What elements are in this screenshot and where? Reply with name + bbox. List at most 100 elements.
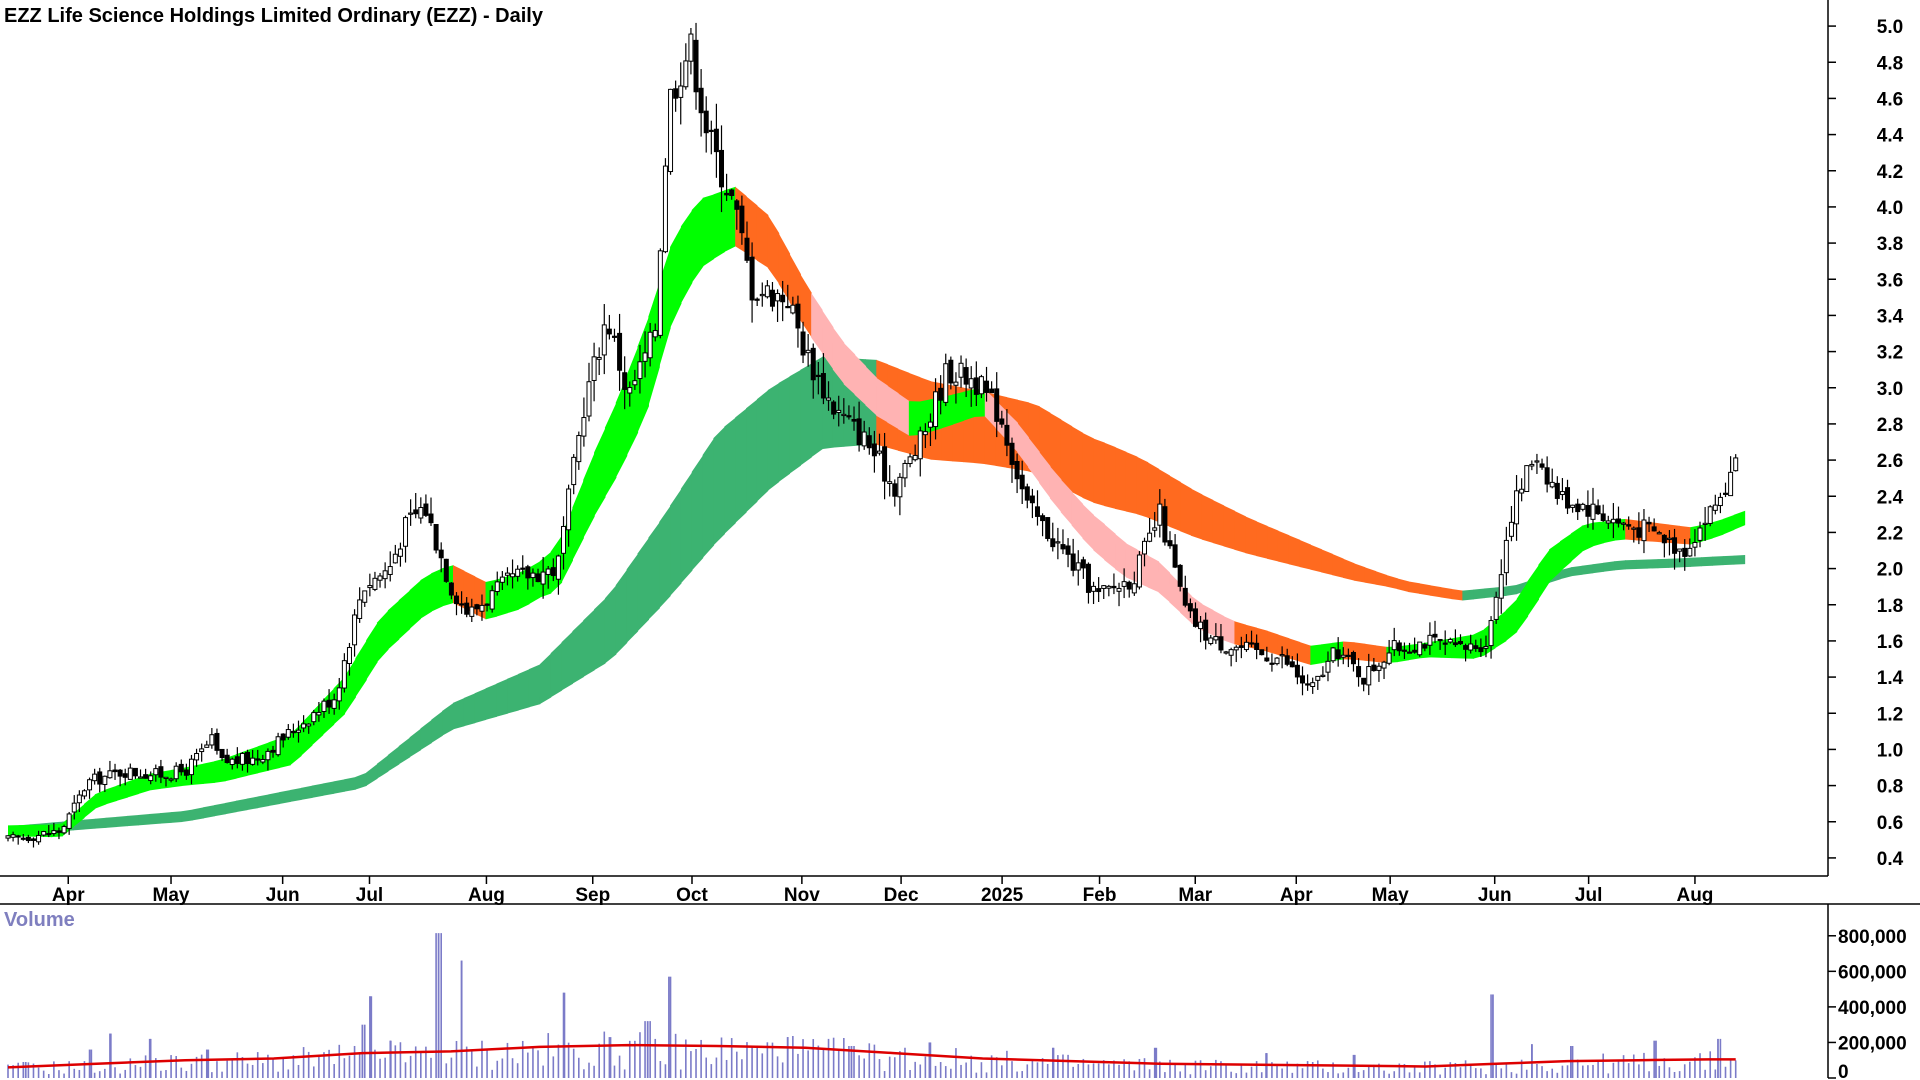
band-segment [572, 479, 584, 561]
candle-body [1126, 581, 1132, 590]
volume-average-line [7, 1043, 1736, 1069]
candle-body [1182, 587, 1188, 606]
candle-body [1493, 596, 1499, 620]
candle-body [367, 585, 373, 589]
x-tick-label: Jul [1575, 885, 1602, 906]
candle-body [724, 192, 730, 196]
candle-body [331, 699, 337, 709]
price-y-tick-label: 4.2 [1877, 162, 1903, 183]
band-segment [952, 391, 964, 425]
band-segment [789, 369, 801, 474]
candle-body [499, 576, 505, 583]
band-segment [94, 817, 107, 829]
candle-body [117, 769, 123, 777]
candle-body [1223, 651, 1229, 654]
candle-body [504, 572, 510, 576]
candle-body [1009, 442, 1015, 465]
band-segment [1299, 539, 1312, 570]
band-segment [203, 805, 215, 819]
candle-body [178, 763, 184, 773]
band-segment [670, 488, 682, 596]
candle-body [1692, 541, 1698, 548]
candle-body [20, 837, 26, 840]
candle-body [1559, 491, 1565, 496]
band-segment [1104, 524, 1116, 570]
candle-body [1442, 642, 1448, 645]
candle-body [36, 834, 42, 843]
band-segment [1234, 621, 1246, 647]
candle-body [668, 88, 674, 173]
band-segment [290, 787, 302, 802]
band-segment [214, 802, 226, 817]
band-segment [1321, 642, 1333, 664]
band-segment [192, 807, 204, 821]
price-y-tick-label: 3.4 [1877, 306, 1904, 327]
candle-body [341, 660, 347, 689]
candle-body [143, 774, 149, 779]
band-segment [1364, 567, 1377, 585]
band-segment [1191, 488, 1203, 540]
candle-body [46, 833, 52, 836]
band-segment [1342, 558, 1355, 581]
band-segment [941, 394, 953, 429]
band-segment [257, 794, 270, 809]
band-segment [594, 598, 606, 671]
candle-body [1269, 662, 1275, 665]
candle-body [897, 476, 903, 498]
candle-body [571, 456, 577, 486]
band-segment [528, 561, 541, 605]
band-segment [680, 471, 693, 584]
band-segment [1071, 426, 1084, 498]
band-segment [604, 402, 617, 498]
band-segment [116, 781, 128, 801]
candle-body [1641, 519, 1647, 542]
band-segment [1256, 521, 1268, 559]
candle-body [1218, 636, 1224, 651]
band-segment [1592, 562, 1605, 574]
candle-body [352, 614, 358, 646]
candle-body [1065, 545, 1071, 555]
price-y-tick-label: 2.4 [1877, 487, 1904, 508]
candle-body [510, 573, 516, 578]
band-segment [181, 809, 194, 823]
x-tick-label: Feb [1083, 885, 1117, 906]
candle-body [902, 462, 908, 479]
candle-body [515, 568, 521, 577]
x-tick-label: Mar [1178, 885, 1212, 906]
candle-body [769, 289, 775, 307]
band-segment [355, 640, 367, 698]
band-segment [138, 773, 150, 794]
price-y-tick-label: 4.6 [1877, 89, 1903, 110]
band-segment [583, 609, 595, 678]
candle-body [1615, 518, 1621, 524]
candle-body [550, 567, 556, 577]
candle-body [1142, 540, 1148, 555]
band-segment [963, 389, 975, 421]
candle-body [403, 517, 409, 547]
candle-body [1529, 463, 1535, 467]
candle-body [1575, 503, 1581, 513]
band-segment [1538, 549, 1550, 600]
band-segment [127, 814, 139, 827]
band-segment [746, 399, 758, 513]
candle-body [1386, 652, 1392, 664]
band-segment [1636, 559, 1648, 569]
band-segment [83, 818, 96, 830]
band-segment [800, 274, 812, 338]
candle-body [1305, 683, 1311, 686]
candle-body [820, 373, 826, 399]
x-tick-label: Apr [1280, 885, 1313, 906]
band-segment [127, 777, 139, 798]
band-segment [279, 734, 291, 768]
band-segment [1484, 587, 1496, 599]
candle-body [662, 165, 668, 253]
candle-body [418, 507, 424, 519]
price-y-tick-label: 4.8 [1877, 53, 1903, 74]
candle-body [448, 582, 454, 596]
band-segment [18, 824, 31, 837]
candle-body [1111, 585, 1117, 589]
candle-body [800, 331, 806, 356]
band-segment [1711, 556, 1724, 566]
